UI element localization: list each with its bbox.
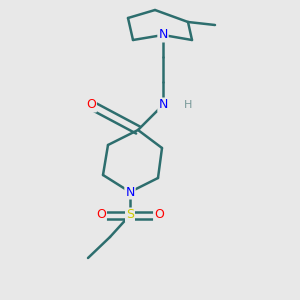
Text: H: H xyxy=(184,100,192,110)
Text: O: O xyxy=(96,208,106,221)
Text: N: N xyxy=(125,185,135,199)
Text: S: S xyxy=(126,208,134,221)
Text: O: O xyxy=(154,208,164,221)
Text: O: O xyxy=(86,98,96,112)
Text: N: N xyxy=(158,98,168,112)
Text: N: N xyxy=(158,28,168,41)
